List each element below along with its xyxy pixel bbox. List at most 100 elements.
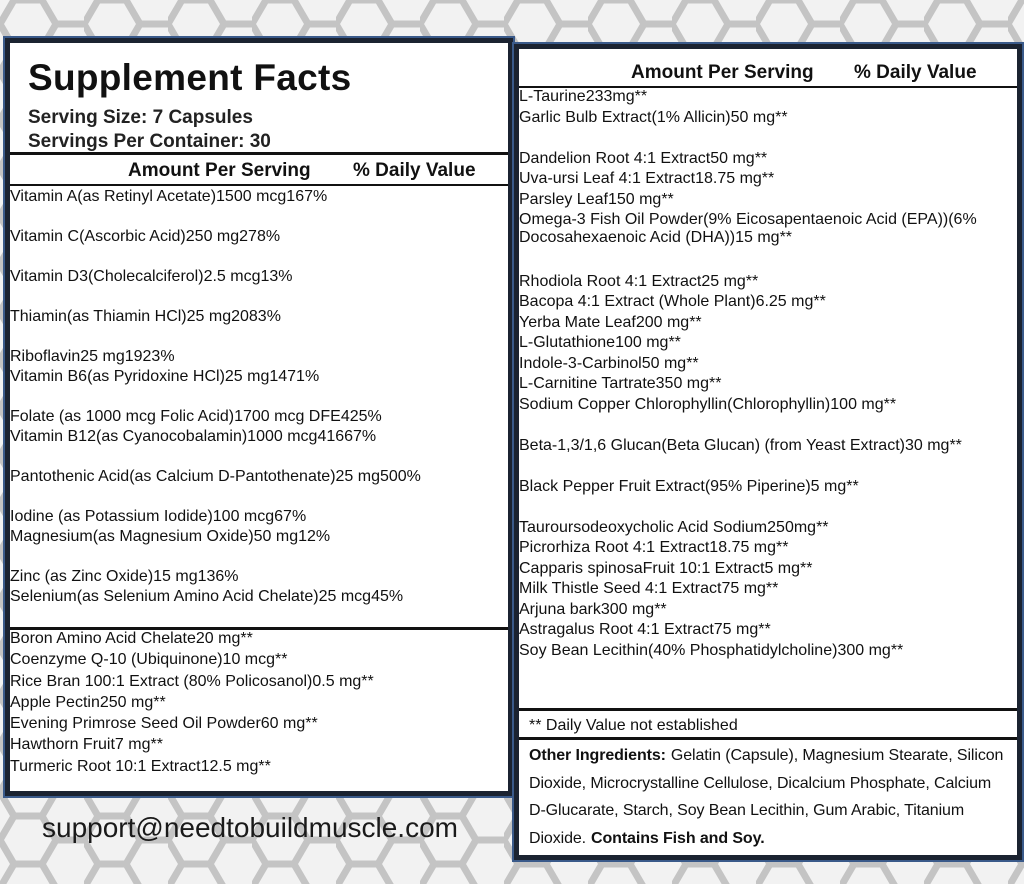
amount: 200 mg xyxy=(635,313,690,331)
ingredient-row: Vitamin C(Ascorbic Acid)250 mg278% xyxy=(10,228,508,268)
amount: 250 mg xyxy=(185,228,240,245)
header-amount: Amount Per Serving xyxy=(631,62,814,83)
allergens: Contains Fish and Soy. xyxy=(591,829,765,847)
daily-value: ** xyxy=(754,149,768,167)
other-ingredients: Other Ingredients: Gelatin (Capsule), Mag… xyxy=(529,742,1011,852)
ingredient-name: Indole-3-Carbinol xyxy=(519,354,642,372)
daily-value: ** xyxy=(689,313,702,331)
ingredient-name: Vitamin B12 xyxy=(10,428,96,445)
daily-value: ** xyxy=(150,736,163,754)
amount: 1000 mcg xyxy=(247,428,318,445)
ingredient-row: Vitamin B12(as Cyanocobalamin)1000 mcg41… xyxy=(10,428,508,468)
ingredient-row: Beta-1,3/1,6 Glucan(Beta Glucan) (from Y… xyxy=(519,437,1017,478)
daily-value: 45% xyxy=(371,588,404,605)
ingredient-name: Hawthorn Fruit xyxy=(10,736,115,754)
ingredient-detail: (9% Eicosapentaenoic Acid (EPA)) xyxy=(703,211,949,228)
daily-value: 12% xyxy=(298,528,331,545)
rule xyxy=(10,152,508,155)
ingredient-name: Tauroursodeoxycholic Acid Sodium xyxy=(519,518,768,536)
amount: 10 mcg xyxy=(222,651,276,669)
ingredient-name: Beta-1,3/1,6 Glucan xyxy=(519,436,662,454)
ingredient-row: Apple Pectin250 mg** xyxy=(10,694,508,715)
ingredient-name: L-Glutathione xyxy=(519,334,616,351)
ingredient-name: Sodium Copper Chlorophyllin xyxy=(519,395,728,413)
ingredient-name: Parsley Leaf xyxy=(519,190,608,208)
ingredient-row: Vitamin B6(as Pyridoxine HCl)25 mg1471% xyxy=(10,368,508,408)
footnote: ** Daily Value not established xyxy=(529,717,738,734)
amount: 30 mg xyxy=(904,436,950,454)
daily-value: ** xyxy=(890,641,904,659)
serving-size: Serving Size: 7 Capsules xyxy=(28,107,253,128)
ingredient-row: Magnesium(as Magnesium Oxide)50 mg12% xyxy=(10,528,508,568)
ingredient-row: Astragalus Root 4:1 Extract75 mg** xyxy=(519,621,1017,642)
amount: 20 mg xyxy=(195,630,241,647)
ingredient-name: Selenium xyxy=(10,588,77,605)
rule xyxy=(519,86,1017,88)
daily-value: ** xyxy=(775,108,788,126)
daily-value: ** xyxy=(779,229,793,246)
facts-panel-left: Supplement Facts Serving Size: 7 Capsule… xyxy=(5,38,513,796)
daily-value: ** xyxy=(758,621,771,638)
amount: 100 mg xyxy=(830,395,884,413)
daily-value: ** xyxy=(634,88,648,105)
ingredient-name: Arjuna bark xyxy=(519,600,601,618)
ingredient-name: Picrorhiza Root 4:1 Extract xyxy=(519,539,710,556)
ingredient-detail: (as Retinyl Acetate) xyxy=(77,188,217,205)
daily-value: 1923% xyxy=(124,348,175,365)
daily-value: ** xyxy=(709,375,722,392)
amount: 25 mg xyxy=(701,272,746,290)
ingredient-name: Capparis spinosaFruit 10:1 Extract xyxy=(519,560,764,577)
ingredient-name: Vitamin D3 xyxy=(10,268,88,285)
amount: 6.25 mg xyxy=(755,293,814,310)
ingredient-detail: (as Thiamin HCl) xyxy=(66,308,187,325)
amount: 75 mg xyxy=(721,580,766,597)
ingredient-detail: (Chlorophyllin) xyxy=(727,395,831,413)
daily-value: ** xyxy=(883,395,897,413)
ingredient-detail: (6% Docosahexaenoic Acid (DHA)) xyxy=(519,211,977,246)
ingredient-row: L-Taurine233mg** xyxy=(519,88,1017,109)
ingredient-row: Sodium Copper Chlorophyllin(Chlorophylli… xyxy=(519,396,1017,437)
daily-value: ** xyxy=(305,715,318,733)
ingredient-detail: (as Selenium Amino Acid Chelate) xyxy=(76,588,319,605)
daily-value: 278% xyxy=(239,228,281,245)
amount: 15 mg xyxy=(153,568,198,585)
ingredient-name: Milk Thistle Seed 4:1 Extract xyxy=(519,580,722,597)
daily-value: ** xyxy=(761,170,775,187)
ingredient-row: Dandelion Root 4:1 Extract50 mg** xyxy=(519,150,1017,171)
daily-value: ** xyxy=(745,272,759,290)
ingredient-row: Hawthorn Fruit7 mg** xyxy=(10,736,508,757)
ingredient-detail: (95% Piperine) xyxy=(704,477,811,495)
daily-value: 2083% xyxy=(231,308,281,325)
ingredient-name: L-Taurine xyxy=(519,88,586,105)
ingredient-detail: (as Calcium D-Pantothenate) xyxy=(129,468,336,485)
facts-panel-right: Amount Per Serving % Daily Value L-Tauri… xyxy=(514,44,1022,860)
ingredient-name: Iodine (as Potassium Iodide) xyxy=(10,508,213,525)
ingredient-name: Thiamin xyxy=(10,308,67,325)
daily-value: ** xyxy=(816,518,829,536)
rows: Vitamin A(as Retinyl Acetate)1500 mcg167… xyxy=(10,188,508,779)
daily-value: ** xyxy=(949,436,962,454)
daily-value: ** xyxy=(661,190,674,208)
column-header: Amount Per Serving % Daily Value xyxy=(10,155,508,185)
ingredient-row: Folate (as 1000 mcg Folic Acid)1700 mcg … xyxy=(10,408,508,428)
ingredient-name: Evening Primrose Seed Oil Powder xyxy=(10,715,261,733)
ingredient-row: Boron Amino Acid Chelate20 mg** xyxy=(10,630,508,651)
ingredient-detail: (1% Allicin) xyxy=(651,108,731,126)
header-dv: % Daily Value xyxy=(353,160,476,181)
daily-value: ** xyxy=(813,293,826,310)
amount: 15 mg xyxy=(735,229,780,246)
daily-value: 67% xyxy=(274,508,307,525)
ingredient-name: Riboflavin xyxy=(10,348,81,365)
title: Supplement Facts xyxy=(28,57,352,98)
ingredient-name-rest: Fruit 10:1 Extract xyxy=(642,559,765,577)
amount: 250mg xyxy=(767,518,817,536)
amount: 0.5 mg xyxy=(312,672,362,690)
group-rule xyxy=(10,627,508,630)
daily-value: ** xyxy=(686,354,699,372)
daily-value: ** xyxy=(668,334,681,351)
amount: 50 mg xyxy=(641,354,687,372)
ingredient-detail: (as Magnesium Oxide) xyxy=(92,528,254,545)
header-amount: Amount Per Serving xyxy=(128,160,311,181)
ingredient-row: Vitamin D3(Cholecalciferol)2.5 mcg13% xyxy=(10,268,508,308)
ingredient-name: Uva-ursi Leaf 4:1 Extract xyxy=(519,170,696,187)
